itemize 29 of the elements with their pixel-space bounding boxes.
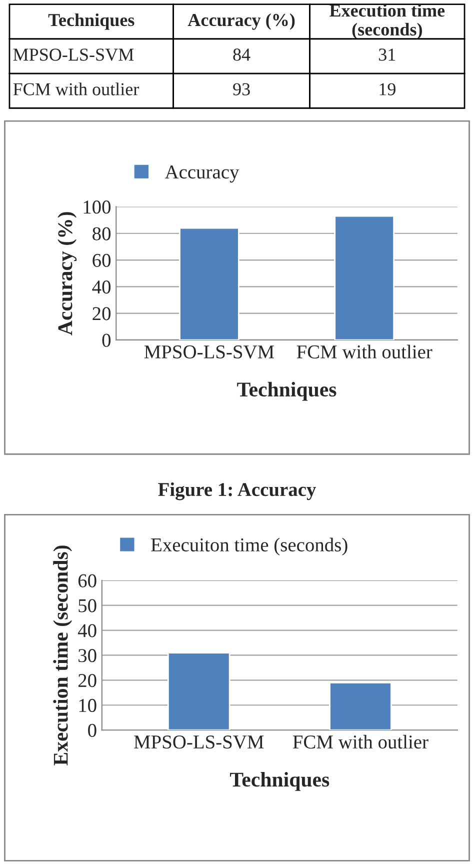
- y-tick-label: 30: [78, 649, 96, 662]
- text: MPSO-LS-SVM: [13, 48, 134, 61]
- y-tick-label: 0: [88, 724, 96, 737]
- category-label: Techniques: [48, 13, 134, 30]
- y-tick-label: 40: [78, 624, 96, 638]
- text: 31: [379, 48, 396, 61]
- text: 84: [233, 48, 250, 61]
- text: 19: [380, 83, 396, 96]
- y-tick-label: 20: [92, 307, 111, 320]
- text: FCM with outlier: [13, 82, 139, 96]
- y-axis-title: Execution time (seconds): [53, 546, 72, 766]
- y-tick-label: 10: [79, 698, 96, 712]
- y-tick-label: 20: [78, 674, 96, 688]
- legend-label: Execuiton time (seconds): [151, 538, 348, 556]
- x-axis-title: Techniques: [237, 382, 336, 401]
- legend-label: Accuracy: [164, 166, 240, 183]
- y-tick-label: 40: [92, 280, 111, 294]
- y-tick-label: 60: [92, 254, 111, 267]
- y-tick-label: 50: [78, 599, 96, 612]
- y-axis-title: Accuracy (%): [58, 212, 77, 336]
- category-label: Accuracy (%): [188, 13, 295, 30]
- x-axis-title: Techniques: [230, 772, 330, 791]
- category-label: Execution time (seconds): [330, 4, 445, 40]
- text: 93: [233, 83, 250, 96]
- y-tick-label: 100: [84, 200, 111, 214]
- y-tick-label: 80: [92, 227, 111, 240]
- caption: Figure 1: Accuracy: [158, 482, 316, 500]
- y-tick-label: 60: [78, 574, 96, 588]
- y-tick-label: 0: [102, 334, 111, 347]
